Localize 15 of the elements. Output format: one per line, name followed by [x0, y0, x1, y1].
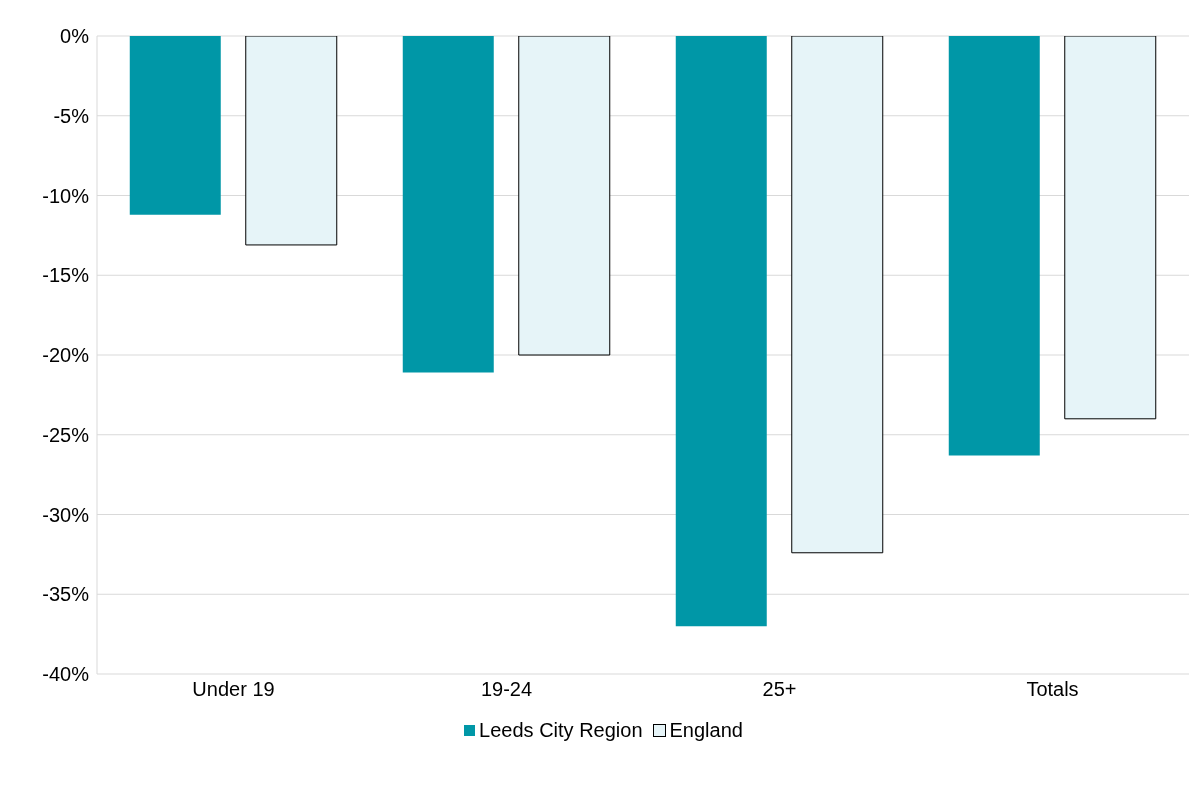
x-tick-label: 25+	[762, 678, 797, 701]
y-tick-label: -35%	[42, 583, 90, 606]
y-tick-label: -30%	[42, 503, 90, 526]
y-tick-label: -5%	[53, 104, 90, 127]
y-tick-label: -20%	[42, 344, 90, 367]
x-tick-label: 19-24	[480, 678, 533, 701]
y-tick-label: -10%	[42, 184, 90, 207]
y-tick-label: 0%	[60, 25, 90, 48]
y-tick-label: -25%	[42, 423, 90, 446]
legend-label: Leeds City Region	[478, 719, 643, 742]
legend-label: England	[668, 719, 743, 742]
y-tick-label: -15%	[42, 264, 90, 287]
x-tick-label: Totals	[1026, 678, 1079, 701]
x-tick-label: Under 19	[192, 678, 275, 701]
y-tick-label: -40%	[42, 663, 90, 686]
